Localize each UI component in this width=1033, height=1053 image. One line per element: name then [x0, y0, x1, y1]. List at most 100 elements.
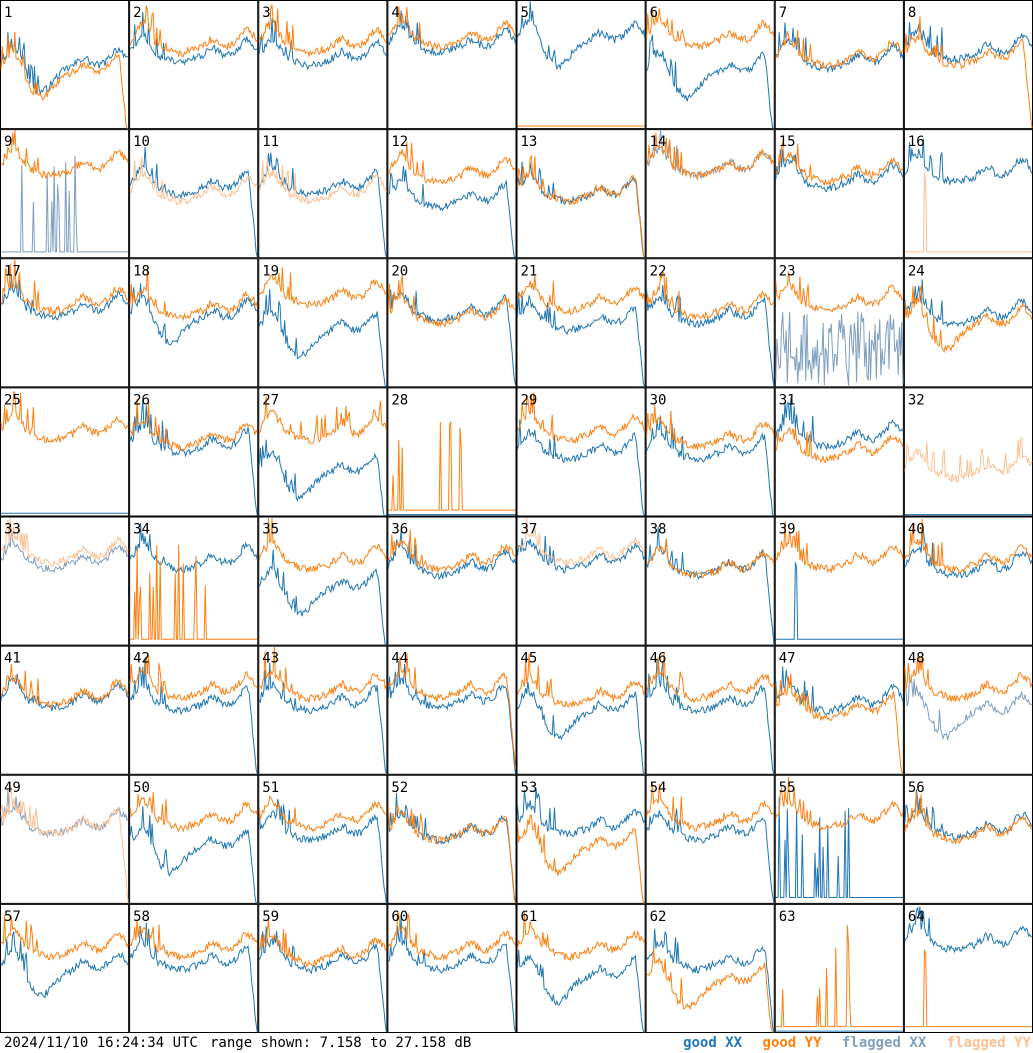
panel-label: 18: [133, 263, 150, 279]
series-line-yy: [646, 538, 775, 579]
panel-label: 43: [262, 651, 279, 667]
panel-frame: [258, 129, 388, 259]
series-line-xx: [0, 931, 129, 999]
spectrum-panel: 47: [774, 645, 904, 775]
spectrum-panel: 61: [516, 903, 646, 1033]
panel-label: 8: [908, 5, 916, 21]
spectrum-panel: 18: [129, 258, 259, 388]
panel-label: 28: [391, 392, 408, 408]
panel-label: 47: [779, 651, 796, 667]
panel-label: 13: [521, 134, 538, 150]
panel-label: 32: [908, 392, 925, 408]
series-line-xx: [904, 906, 1033, 954]
panel-frame: [0, 258, 130, 388]
series-line-xx: [775, 149, 904, 193]
series-line-yy: [517, 814, 645, 904]
spectrum-panel: 59: [258, 903, 388, 1033]
panel-frame: [258, 0, 388, 130]
panel-frame: [516, 0, 646, 130]
series-line-xx: [387, 661, 516, 774]
series-line-yy: [387, 804, 516, 904]
panel-label: 45: [521, 651, 538, 667]
spectrum-panel: 26: [129, 387, 259, 517]
panel-frame: [645, 516, 775, 646]
panel-frame: [258, 387, 388, 517]
panel-frame: [387, 129, 517, 259]
series-line-yy: [517, 392, 645, 445]
legend-flagged-xx: flagged XX: [841, 1035, 927, 1051]
panel-frame: [903, 0, 1033, 130]
spectrum-panel: 45: [516, 645, 646, 775]
spectrum-panel: 25: [0, 387, 130, 517]
spectrum-panel: 62: [645, 903, 775, 1033]
series-line-yy: [517, 275, 646, 316]
series-line-yy: [775, 521, 904, 574]
panel-frame: [645, 258, 775, 388]
series-line-xx: [129, 806, 258, 904]
panel-label: 54: [650, 780, 667, 796]
series-line-xx: [904, 138, 1033, 187]
series-line-yy: [517, 154, 646, 258]
spectrum-panel: 17: [0, 258, 130, 388]
series-line-xx: [775, 666, 904, 716]
footer: 2024/11/10 16:24:34 UTC range shown: 7.1…: [0, 1033, 1033, 1053]
panel-label: 21: [521, 263, 538, 279]
panel-label: 24: [908, 263, 925, 279]
spectrum-panel: 52: [387, 774, 517, 904]
spectrum-panel: 33: [0, 516, 130, 646]
spectrum-panel: 23: [774, 258, 904, 388]
series-line-yy: [387, 910, 516, 962]
panel-frame: [516, 774, 646, 904]
spectrum-panel: 34: [129, 516, 259, 646]
panel-frame: [645, 645, 775, 775]
panel-frame: [129, 516, 259, 646]
panel-frame: [645, 129, 775, 259]
series-line-xx: [646, 415, 774, 516]
panel-frame: [387, 0, 517, 130]
series-line-yy: [904, 436, 1033, 483]
spectrum-panel: 38: [645, 516, 775, 646]
series-line-yy: [387, 141, 516, 185]
series-line-xx: [904, 676, 1033, 741]
series-line-xx: [517, 0, 646, 71]
panel-label: 40: [908, 522, 925, 538]
series-line-yy: [129, 268, 258, 322]
panel-label: 25: [4, 392, 21, 408]
series-line-xx: [129, 283, 258, 346]
spectrum-panel: 14: [645, 129, 775, 259]
panel-label: 19: [262, 263, 279, 279]
spectrum-panel: 16: [903, 129, 1033, 259]
spectrum-panel: 30: [645, 387, 775, 517]
series-line-xx: [0, 673, 129, 712]
spectrum-panel: 36: [387, 516, 517, 646]
series-line-yy: [904, 16, 1033, 129]
spectrum-panel: 39: [774, 516, 904, 646]
panel-label: 42: [133, 651, 150, 667]
panel-frame: [0, 387, 130, 517]
panel-label: 30: [650, 392, 667, 408]
panel-label: 63: [779, 909, 796, 925]
series-line-yy: [0, 259, 129, 317]
series-line-xx: [646, 284, 775, 387]
panel-label: 3: [262, 5, 270, 21]
spectrum-panel: 60: [387, 903, 517, 1033]
series-line-yy: [904, 791, 1033, 845]
series-line-yy: [387, 653, 516, 769]
panel-label: 59: [262, 909, 279, 925]
series-line-yy: [646, 652, 775, 703]
panel-frame: [0, 645, 130, 775]
panel-frame: [129, 258, 259, 388]
panel-label: 22: [650, 263, 667, 279]
spectrum-panel: 42: [129, 645, 259, 775]
panel-label: 31: [779, 392, 796, 408]
panel-frame: [387, 258, 517, 388]
series-line-xx: [1, 155, 129, 253]
series-line-yy: [258, 4, 387, 58]
panel-frame: [387, 645, 517, 775]
spectrum-panel: 35: [258, 516, 388, 646]
series-line-xx: [904, 789, 1033, 841]
spectrum-panel: 46: [645, 645, 775, 775]
series-line-yy: [258, 518, 387, 573]
series-line-xx: [517, 291, 646, 387]
series-line-xx: [904, 279, 1033, 328]
